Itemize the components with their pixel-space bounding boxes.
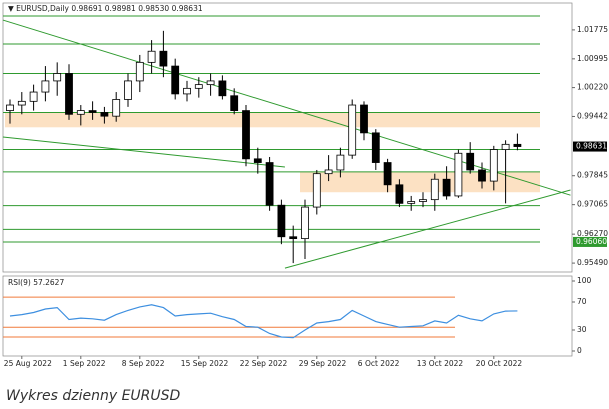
candle-body <box>501 143 510 150</box>
candle-body <box>430 178 439 201</box>
candle-body <box>265 162 274 206</box>
candle-body <box>147 50 156 63</box>
y-tick-label: 0.97065 <box>577 200 608 209</box>
high-value: 0.98981 <box>105 4 136 13</box>
y-tick-label: 0.97845 <box>577 171 608 180</box>
candle-body <box>230 95 239 112</box>
rsi-line <box>9 304 518 339</box>
candle-body <box>478 169 486 182</box>
trendline <box>2 136 285 168</box>
rsi-panel-frame <box>2 275 573 357</box>
candle-body <box>312 173 321 208</box>
caption: Wykres dzienny EURUSD <box>6 388 181 404</box>
candle-body <box>171 65 180 95</box>
candle-body <box>124 80 132 100</box>
rsi-y-tick-label: 30 <box>577 325 587 334</box>
rsi-y-tick-label: 0 <box>577 346 582 355</box>
x-tick-label: 25 Aug 2022 <box>4 359 52 368</box>
y-tick-label: 0.95490 <box>577 258 608 267</box>
candle-body <box>489 149 498 182</box>
y-tick-label: 1.01775 <box>577 25 608 34</box>
x-tick-label: 20 Oct 2022 <box>476 359 523 368</box>
price-label-box <box>573 141 607 152</box>
candle-body <box>466 152 475 171</box>
candle-body <box>29 91 38 102</box>
price-label: 0.98631 <box>576 142 607 151</box>
candle-body <box>324 169 333 175</box>
rsi-y-tick-label: 100 <box>577 276 592 285</box>
candle-body <box>17 100 26 106</box>
candle-body <box>395 184 404 204</box>
candle-body <box>371 132 380 163</box>
candle-body <box>218 80 227 97</box>
x-tick-label: 6 Oct 2022 <box>358 359 400 368</box>
close-value: 0.98631 <box>172 4 203 13</box>
rsi-name: RSI(9) <box>8 278 31 287</box>
x-tick-label: 15 Sep 2022 <box>181 359 229 368</box>
zone <box>5 112 540 128</box>
price-label-box <box>573 236 607 247</box>
chart: ▼ EURUSD,Daily 0.98691 0.98981 0.98530 0… <box>2 2 608 368</box>
candle-body <box>407 201 416 204</box>
candle-body <box>419 199 427 202</box>
candle-body <box>336 154 345 171</box>
candle-body <box>348 104 357 156</box>
candle-body <box>112 99 121 117</box>
y-tick-label: 1.00220 <box>577 83 608 92</box>
candle-body <box>454 152 463 197</box>
candle-body <box>6 104 14 112</box>
low-value: 0.98530 <box>138 4 169 13</box>
candle-body <box>301 206 309 240</box>
rsi-y-tick-label: 70 <box>577 297 587 306</box>
rsi-last: 57.2627 <box>33 278 64 287</box>
y-tick-label: 1.00995 <box>577 54 608 63</box>
candle-body <box>442 178 451 197</box>
x-tick-label: 22 Sep 2022 <box>240 359 288 368</box>
open-value: 0.98691 <box>71 4 102 13</box>
trendline <box>2 19 571 196</box>
candle-body <box>53 73 62 82</box>
x-tick-label: 1 Sep 2022 <box>63 359 106 368</box>
y-tick-label: 0.99442 <box>577 111 608 120</box>
candle-body <box>360 104 368 134</box>
price-label: 0.96060 <box>576 237 607 246</box>
candle-body <box>383 162 392 186</box>
candle-body <box>65 73 73 115</box>
trendline <box>284 189 571 269</box>
candle-body <box>513 143 522 147</box>
candle-body <box>206 80 215 86</box>
symbol: EURUSD,Daily <box>16 4 69 13</box>
x-tick-label: 13 Oct 2022 <box>417 359 464 368</box>
candle-body <box>159 50 168 67</box>
candle-body <box>135 61 144 82</box>
candle-body <box>242 110 250 160</box>
candle-body <box>194 84 203 89</box>
candle-body <box>253 158 262 163</box>
candle-body <box>88 110 97 113</box>
x-tick-label: 8 Sep 2022 <box>122 359 165 368</box>
candle-body <box>289 236 298 240</box>
candle-body <box>100 112 109 117</box>
candle-body <box>41 80 50 93</box>
candle-body <box>76 110 85 115</box>
x-tick-label: 29 Sep 2022 <box>299 359 347 368</box>
rsi-header: RSI(9) 57.2627 <box>8 278 64 287</box>
chart-header: ▼ EURUSD,Daily 0.98691 0.98981 0.98530 0… <box>8 4 203 13</box>
candle-body <box>277 204 286 238</box>
y-tick-label: 0.96270 <box>577 229 608 238</box>
candle-body <box>183 87 191 95</box>
price-panel-frame <box>2 2 573 273</box>
